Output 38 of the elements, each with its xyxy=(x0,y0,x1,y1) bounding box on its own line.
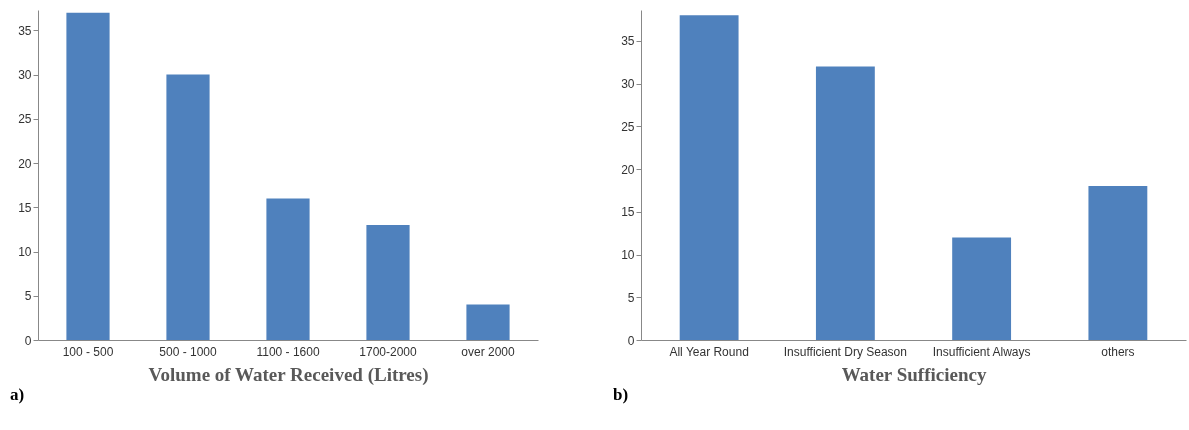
text: a) xyxy=(10,385,25,404)
bar xyxy=(1088,186,1148,340)
bar xyxy=(466,304,510,340)
y-tick-label: 0 xyxy=(627,333,635,348)
y-tick-label: 15 xyxy=(621,205,635,220)
bar xyxy=(952,237,1012,340)
x-tick-label: Insufficient Always xyxy=(932,344,1031,359)
y-tick-label: 10 xyxy=(18,245,32,260)
x-tick-label: Insufficient Dry Season xyxy=(783,344,907,359)
bar xyxy=(815,66,875,340)
y-tick-label: 0 xyxy=(24,333,32,348)
bar xyxy=(679,15,739,340)
y-tick-label: 20 xyxy=(18,156,32,171)
y-tick-label: 30 xyxy=(621,77,635,92)
y-tick-label: 5 xyxy=(24,289,32,304)
x-tick-label: 500 - 1000 xyxy=(159,344,218,359)
y-tick-label: 10 xyxy=(621,248,635,263)
y-tick-label: 5 xyxy=(627,290,635,305)
bar xyxy=(366,224,410,340)
text: b) xyxy=(613,385,629,404)
x-tick-label: 100 - 500 xyxy=(62,344,114,359)
x-tick-label: All Year Round xyxy=(669,344,749,359)
x-tick-label: others xyxy=(1101,344,1135,359)
bar xyxy=(66,12,110,340)
x-tick-label: 1700-2000 xyxy=(359,344,418,359)
y-tick-label: 35 xyxy=(18,23,32,38)
x-tick-label: over 2000 xyxy=(461,344,516,359)
y-tick-label: 15 xyxy=(18,200,32,215)
bar xyxy=(166,74,210,340)
y-tick-label: 35 xyxy=(621,34,635,49)
x-tick-label: 1100 - 1600 xyxy=(256,344,320,359)
x-axis-title: Water Sufficiency xyxy=(841,363,987,385)
x-axis-title: Volume of Water Received (Litres) xyxy=(148,363,429,386)
y-tick-label: 30 xyxy=(18,68,32,83)
y-tick-label: 20 xyxy=(621,162,635,177)
y-tick-label: 25 xyxy=(18,112,32,127)
y-tick-label: 25 xyxy=(621,119,635,134)
bar xyxy=(266,198,310,340)
